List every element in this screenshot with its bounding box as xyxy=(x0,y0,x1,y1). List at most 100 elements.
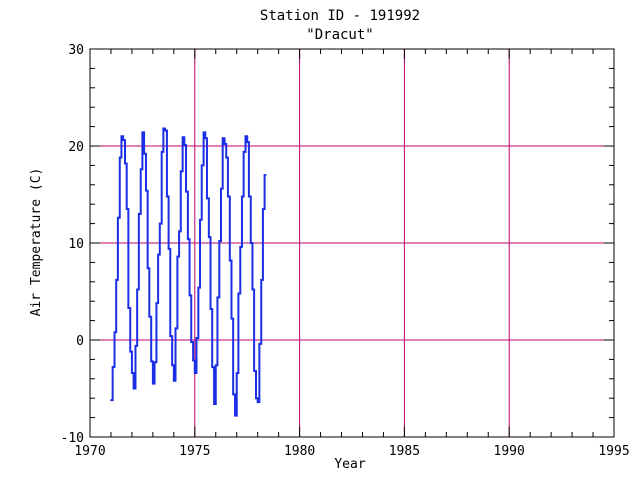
data-point xyxy=(227,195,229,198)
x-tick-label-1990: 1990 xyxy=(494,444,525,459)
data-point xyxy=(246,141,248,143)
chart-subtitle: "Dracut" xyxy=(306,27,373,43)
data-point xyxy=(148,315,151,318)
data-point xyxy=(204,137,207,140)
data-point xyxy=(209,308,212,310)
data-point xyxy=(235,372,238,374)
data-point xyxy=(183,144,186,146)
y-axis-label: Air Temperature (C) xyxy=(29,168,44,317)
data-point xyxy=(234,414,236,417)
data-point xyxy=(176,255,179,258)
data-point xyxy=(162,127,165,130)
data-point xyxy=(145,189,147,192)
data-point xyxy=(110,399,112,401)
data-point xyxy=(150,360,153,363)
data-point xyxy=(181,136,184,139)
data-point xyxy=(229,259,231,262)
data-point xyxy=(260,279,263,281)
data-point xyxy=(195,337,198,339)
data-point xyxy=(208,236,210,238)
data-point xyxy=(213,403,215,405)
data-point xyxy=(223,143,226,145)
data-point xyxy=(214,364,217,367)
data-point xyxy=(202,131,205,134)
data-point xyxy=(194,372,196,374)
data-point xyxy=(152,382,154,385)
data-point xyxy=(166,195,168,198)
data-point xyxy=(131,372,133,374)
data-point xyxy=(258,343,261,345)
data-point xyxy=(113,331,116,334)
data-point xyxy=(155,302,158,304)
y-tick-label-20: 20 xyxy=(68,140,84,155)
data-point xyxy=(244,135,247,138)
y-tick-label-30: 30 xyxy=(68,43,84,58)
data-point xyxy=(241,195,243,198)
data-point xyxy=(171,364,173,367)
data-point xyxy=(188,294,191,297)
y-tick-label-10: 10 xyxy=(68,237,84,252)
grid-lines xyxy=(90,49,614,437)
data-point xyxy=(129,350,132,353)
data-point xyxy=(239,246,242,248)
data-point xyxy=(211,366,213,368)
data-point xyxy=(232,393,234,396)
x-tick-label-1985: 1985 xyxy=(389,444,420,459)
x-tick-label-1975: 1975 xyxy=(179,444,210,459)
series-layer xyxy=(110,127,267,417)
data-point xyxy=(117,216,119,219)
data-point xyxy=(190,341,193,343)
data-point xyxy=(122,139,124,141)
data-point xyxy=(111,366,114,368)
data-point xyxy=(255,397,257,400)
data-point xyxy=(146,267,149,270)
data-point xyxy=(141,131,144,134)
data-point xyxy=(118,156,121,159)
data-point xyxy=(263,174,266,176)
data-point xyxy=(138,213,140,215)
data-point xyxy=(174,327,177,330)
data-point xyxy=(253,370,255,372)
data-point xyxy=(256,401,259,403)
data-point xyxy=(178,230,180,233)
data-point xyxy=(134,345,137,347)
x-tick-label-1980: 1980 xyxy=(284,444,315,459)
data-point xyxy=(242,151,245,153)
data-point xyxy=(230,317,233,320)
data-point xyxy=(185,190,187,193)
data-point xyxy=(237,292,240,295)
data-point xyxy=(179,170,182,173)
data-point xyxy=(216,296,219,299)
data-point xyxy=(143,152,145,155)
data-point xyxy=(200,164,203,167)
axis-ticks: 1970 1975 1980 1985 1990 1995 -10 0 10 20 30 xyxy=(61,43,630,459)
data-point xyxy=(199,218,201,221)
data-point xyxy=(125,208,128,210)
data-point xyxy=(249,242,252,244)
data-point xyxy=(153,361,156,364)
data-point xyxy=(132,387,135,390)
x-tick-label-1995: 1995 xyxy=(598,444,629,459)
data-point xyxy=(120,135,123,138)
data-point xyxy=(218,240,221,242)
y-tick-label--10: -10 xyxy=(61,431,84,446)
data-point xyxy=(225,156,228,159)
data-point xyxy=(169,335,172,337)
data-point xyxy=(248,195,250,198)
chart-title: Station ID - 191992 xyxy=(260,8,420,24)
data-point xyxy=(164,129,166,132)
data-point xyxy=(221,137,224,140)
data-point xyxy=(187,238,189,240)
data-point xyxy=(124,162,126,165)
data-point xyxy=(115,279,117,281)
data-point xyxy=(157,253,159,256)
data-point xyxy=(197,286,200,289)
data-point xyxy=(139,168,142,171)
data-point xyxy=(251,288,254,291)
series-line-0 xyxy=(110,127,267,417)
data-point xyxy=(158,222,161,225)
data-point xyxy=(206,197,208,200)
data-point xyxy=(192,359,194,362)
x-axis-label: Year xyxy=(334,457,365,472)
